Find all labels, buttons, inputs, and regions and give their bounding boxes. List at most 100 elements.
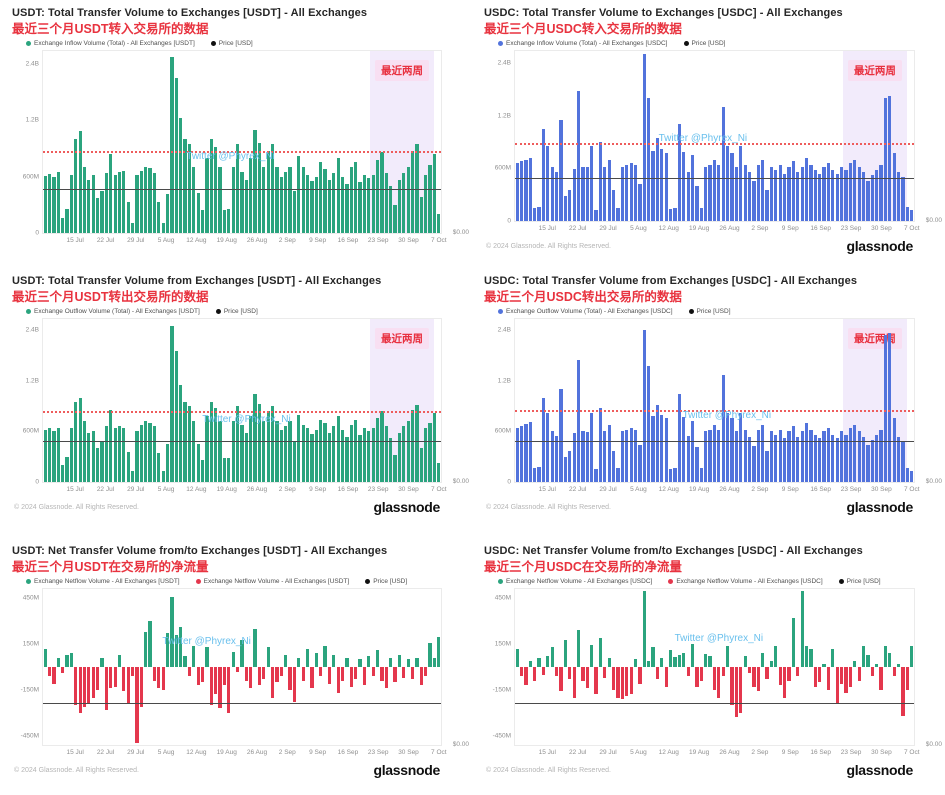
x-axis-tick: 9 Sep: [781, 749, 799, 756]
volume-bar: [725, 146, 730, 221]
legend-item: Exchange Inflow Volume (Total) - All Exc…: [26, 40, 195, 47]
volume-bar: [568, 667, 572, 680]
volume-bar: [620, 431, 624, 482]
volume-bar: [65, 208, 69, 233]
volume-bar: [620, 166, 624, 221]
volume-bar: [82, 167, 87, 233]
x-axis-tick: 23 Sep: [840, 749, 862, 756]
volume-bar: [371, 667, 375, 677]
glassnode-wordmark: glassnode: [373, 762, 440, 778]
volume-bar: [52, 430, 56, 482]
volume-bar: [677, 654, 681, 667]
chart-legend: Exchange Netflow Volume - All Exchanges …: [26, 578, 442, 585]
volume-bar: [769, 660, 774, 667]
volume-bar: [91, 431, 95, 482]
volume-bar: [905, 667, 909, 690]
volume-bar: [305, 428, 310, 482]
legend-label: Price [USD]: [373, 578, 408, 585]
volume-bar: [244, 433, 248, 482]
x-axis-tick: 16 Sep: [810, 749, 831, 756]
x-axis-tick: 26 Aug: [719, 225, 740, 232]
volume-bar: [165, 444, 170, 482]
volume-bar: [87, 667, 91, 704]
volume-bar: [336, 157, 340, 233]
volume-bar: [541, 667, 546, 675]
volume-bar: [585, 432, 589, 482]
x-axis-tick: 7 Oct: [431, 749, 447, 756]
volume-bar: [288, 167, 292, 233]
x-axis-tick: 30 Sep: [398, 486, 419, 493]
legend-item: Price [USD]: [688, 308, 731, 315]
volume-bar: [598, 141, 603, 221]
copyright-text: © 2024 Glassnode. All Rights Reserved.: [486, 503, 612, 511]
volume-bar: [323, 423, 327, 482]
volume-bar: [831, 648, 835, 667]
volume-bar: [389, 185, 393, 233]
volume-bar: [743, 164, 747, 221]
legend-dot-icon: [688, 309, 694, 314]
volume-bar: [218, 421, 222, 482]
volume-bar: [883, 98, 888, 221]
chart-panel-usdc-netflow: USDC: Net Transfer Volume from/to Exchan…: [472, 538, 945, 795]
y-axis-tick: 150M: [494, 640, 511, 648]
volume-bar: [813, 434, 817, 482]
volume-bar: [647, 98, 651, 221]
volume-bar: [152, 172, 157, 233]
volume-bar: [384, 667, 388, 689]
x-axis-tick: 9 Sep: [781, 486, 799, 493]
volume-bar: [113, 667, 117, 687]
volume-bar: [284, 654, 288, 667]
volume-bar: [235, 667, 240, 672]
volume-bar: [371, 428, 375, 482]
red-dotted-reference-line: [515, 142, 914, 145]
volume-bar: [205, 157, 209, 233]
twitter-watermark: Twitter @Phyrex_Ni: [658, 132, 748, 144]
volume-bar: [747, 171, 752, 221]
volume-bar: [367, 431, 371, 482]
volume-bar: [673, 207, 677, 221]
volume-bar: [200, 667, 205, 683]
volume-bar: [301, 424, 305, 482]
volume-bar: [314, 176, 318, 233]
x-axis-tick: 5 Aug: [157, 486, 175, 493]
volume-bar: [222, 667, 227, 686]
price-line: [43, 188, 441, 190]
red-dotted-reference-line: [515, 410, 914, 413]
legend-item: Price [USD]: [215, 308, 258, 315]
x-axis-tick: 16 Sep: [337, 486, 359, 493]
volume-bar: [200, 210, 205, 233]
legend-dot-icon: [498, 309, 503, 314]
volume-bar: [104, 667, 108, 710]
price-line: [43, 702, 441, 704]
volume-bar: [616, 467, 620, 482]
volume-bar: [905, 467, 909, 482]
x-axis: 15 Jul 22 Jul 29 Jul 5 Aug 12 Aug 19 Aug 26 Au…: [42, 746, 447, 757]
volume-bar: [554, 171, 559, 221]
legend-dot-icon: [26, 579, 31, 584]
volume-bar: [791, 426, 795, 482]
volume-bar: [65, 456, 69, 482]
x-axis-tick: 19 Aug: [689, 486, 710, 493]
volume-bar: [699, 467, 703, 482]
volume-bar: [682, 151, 686, 221]
volume-bar: [397, 433, 402, 482]
volume-bar: [524, 423, 528, 482]
x-axis-tick: 15 Jul: [538, 749, 556, 756]
volume-bar: [800, 166, 804, 221]
volume-bar: [231, 651, 235, 667]
volume-bar: [633, 659, 638, 667]
volume-bar: [515, 428, 519, 482]
volume-bar: [402, 667, 406, 678]
volume-bar: [187, 143, 192, 233]
volume-bar: [668, 468, 673, 482]
volume-bar: [301, 667, 305, 681]
volume-bar: [690, 155, 695, 221]
chart-title: USDC: Total Transfer Volume from Exchang…: [484, 275, 858, 287]
copyright-text: © 2024 Glassnode. All Rights Reserved.: [14, 766, 140, 774]
volume-bar: [100, 442, 104, 482]
volume-bar: [765, 667, 769, 680]
volume-bar: [209, 667, 213, 706]
volume-bar: [519, 161, 524, 221]
y-axis-tick: 600M: [494, 427, 511, 435]
x-axis-tick: 29 Jul: [599, 749, 617, 756]
